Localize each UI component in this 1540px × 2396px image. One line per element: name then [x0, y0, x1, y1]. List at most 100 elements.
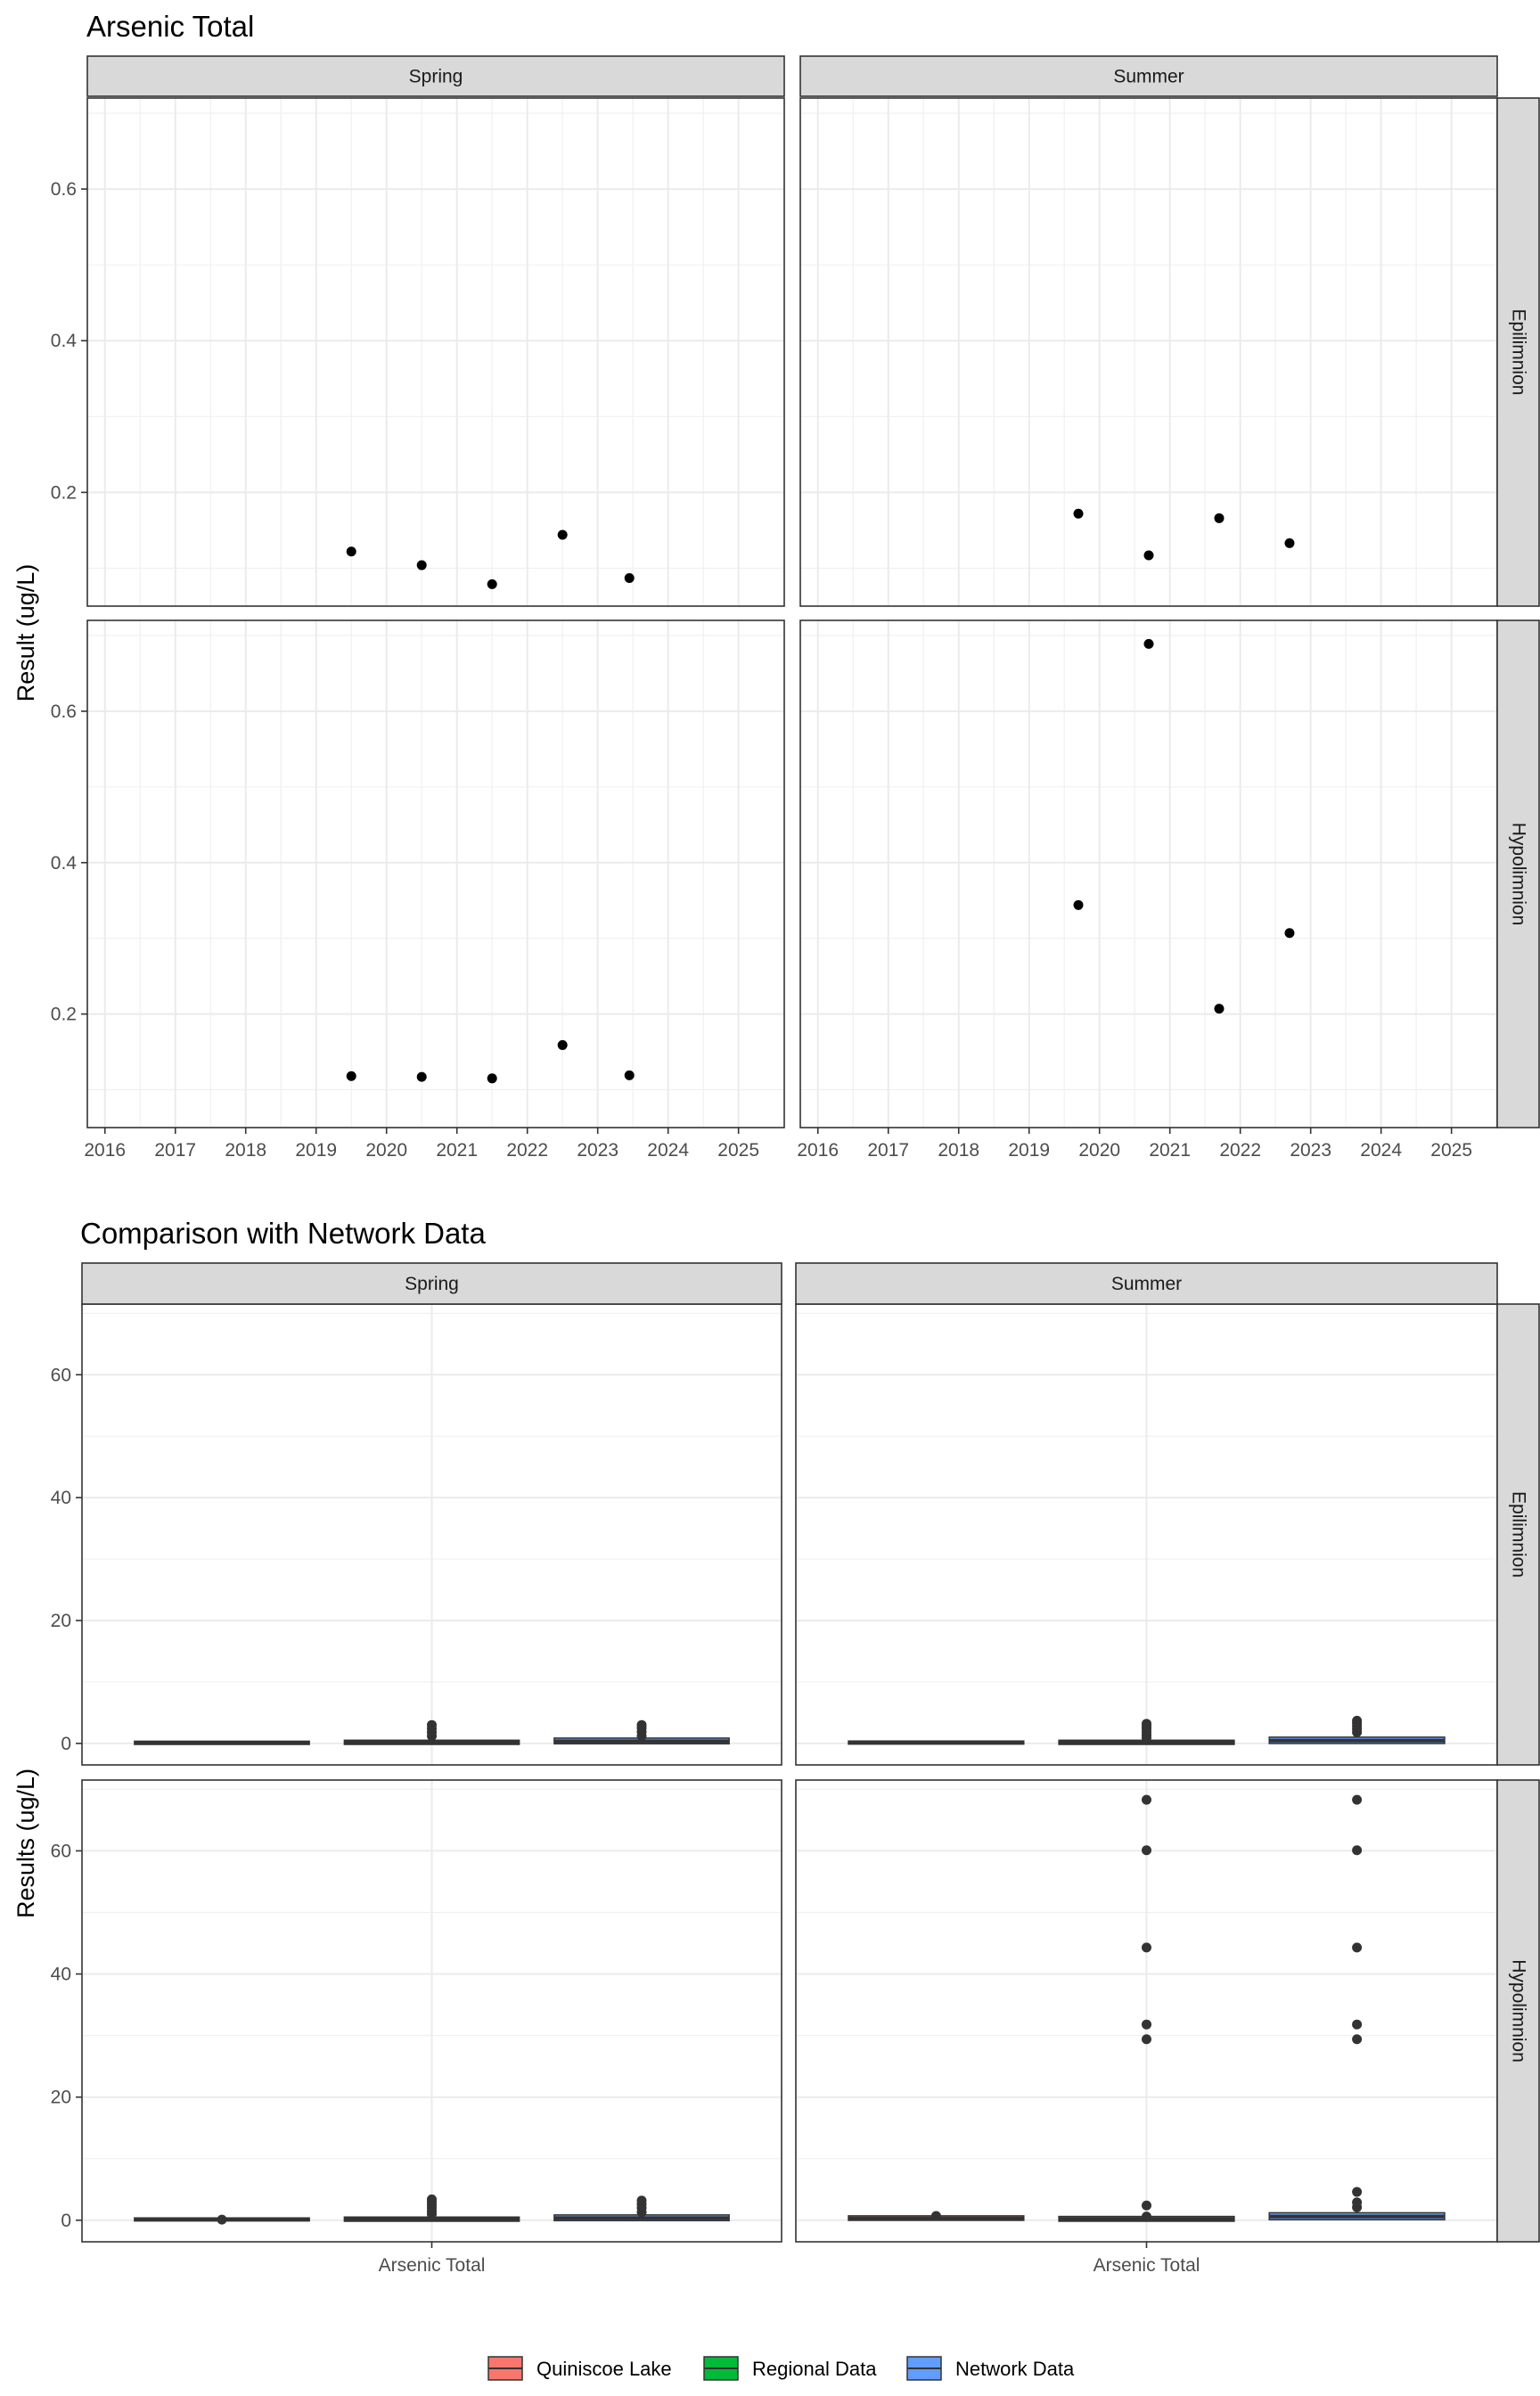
- legend-item-network-data: Network Data: [906, 2356, 1075, 2381]
- legend-item-regional-data: Regional Data: [703, 2356, 877, 2381]
- y-tick-label: 40: [51, 1488, 71, 1508]
- y-tick-label: 20: [51, 2088, 71, 2108]
- strip-label-spring: Spring: [405, 1274, 459, 1294]
- box-regional-data: [1058, 1719, 1235, 1745]
- panel-background: [87, 98, 784, 606]
- data-point: [624, 1070, 635, 1080]
- box-network-data: [553, 2195, 730, 2222]
- legend-label: Quiniscoe Lake: [537, 2358, 672, 2380]
- data-point: [1214, 513, 1225, 523]
- panel-spring-epilimnion: [81, 1303, 782, 1766]
- x-tick-label: 2025: [717, 1140, 759, 1161]
- data-point: [1284, 928, 1295, 939]
- x-tick-label: 2022: [506, 1140, 548, 1161]
- strip-epilimnion: [1496, 97, 1540, 607]
- y-axis-label-result: Result (ug/L): [12, 564, 39, 702]
- box-quiniscoe-lake: [848, 2211, 1025, 2221]
- panel-background: [800, 620, 1497, 1128]
- data-point: [346, 1071, 356, 1081]
- x-tick-label: 2020: [365, 1140, 407, 1161]
- strip-label-summer: Summer: [1111, 1274, 1182, 1294]
- legend-label: Regional Data: [752, 2358, 877, 2380]
- x-tick-label: 2016: [797, 1140, 839, 1161]
- data-point: [624, 573, 635, 584]
- chart-title-arsenic-total: Arsenic Total: [86, 10, 254, 43]
- strip-epilimnion: [1496, 1303, 1540, 1766]
- outlier-point: [1352, 1715, 1363, 1726]
- outlier-point: [1352, 1794, 1363, 1805]
- strip-spring: [81, 1262, 782, 1305]
- x-tick-label: 2016: [84, 1140, 126, 1161]
- y-tick-label: 40: [51, 1965, 71, 1985]
- box-regional-data: [343, 1719, 520, 1745]
- data-point: [1143, 638, 1154, 649]
- box-quiniscoe-lake: [134, 2214, 310, 2225]
- outlier-point: [1352, 2034, 1363, 2045]
- outlier-point: [636, 1719, 647, 1730]
- strip-label-epilimnion: Epilimnion: [1509, 309, 1529, 396]
- outlier-point: [217, 2214, 227, 2225]
- outlier-point: [1352, 1845, 1363, 1856]
- boxplot-figure: Spring Summer Epilimnion Hypolimnion 0 20 40 60…: [51, 1262, 1540, 2276]
- box-network-data: [1268, 1794, 1446, 2221]
- x-tick-label: 2023: [577, 1140, 618, 1161]
- strip-hypolimnion: [1496, 1779, 1540, 2243]
- x-tick-label: 2019: [1008, 1140, 1050, 1161]
- x-tick-label: 2020: [1078, 1140, 1120, 1161]
- panel-summer-epilimnion: [799, 97, 1498, 607]
- outlier-point: [1142, 1845, 1151, 1856]
- x-tick-label: 2021: [436, 1140, 478, 1161]
- data-point: [416, 1071, 427, 1082]
- x-tick-label: 2022: [1219, 1140, 1261, 1161]
- outlier-point: [1142, 1719, 1151, 1729]
- strip-label-epilimnion: Epilimnion: [1509, 1491, 1529, 1578]
- strip-label-summer: Summer: [1113, 67, 1184, 87]
- y-tick-label: 0: [61, 1734, 71, 1754]
- strip-hypolimnion: [1496, 620, 1540, 1128]
- strip-summer: [799, 55, 1498, 97]
- panel-background: [87, 620, 784, 1128]
- data-point: [487, 578, 497, 589]
- panel-summer-hypolimnion: [799, 620, 1498, 1128]
- legend-item-quiniscoe-lake: Quiniscoe Lake: [487, 2356, 672, 2381]
- x-tick-label: Arsenic Total: [1094, 2255, 1200, 2276]
- outlier-point: [427, 2194, 437, 2204]
- data-point: [1073, 899, 1084, 910]
- legend-label: Network Data: [955, 2358, 1075, 2380]
- panel-spring-hypolimnion: [86, 620, 785, 1128]
- outlier-point: [930, 2211, 941, 2221]
- panel-summer-epilimnion: [795, 1303, 1498, 1766]
- y-axis-label-results: Results (ug/L): [12, 1768, 39, 1918]
- box-quiniscoe-lake: [848, 1740, 1025, 1745]
- outlier-point: [1142, 2034, 1151, 2045]
- x-tick-label: Arsenic Total: [379, 2255, 486, 2276]
- x-tick-label: 2017: [154, 1140, 196, 1161]
- outlier-point: [1142, 2200, 1151, 2211]
- panel-spring-epilimnion: [86, 97, 785, 607]
- x-tick-label: 2019: [295, 1140, 337, 1161]
- panel-spring-hypolimnion: [81, 1779, 782, 2243]
- x-tick-label: 2024: [1360, 1140, 1402, 1161]
- x-tick-label: 2017: [867, 1140, 909, 1161]
- data-point: [1073, 508, 1084, 519]
- data-point: [1143, 550, 1154, 561]
- outlier-point: [1352, 2197, 1363, 2208]
- outlier-point: [1352, 2019, 1363, 2030]
- y-tick-label: 0.2: [51, 1005, 77, 1025]
- panel-background: [800, 98, 1497, 606]
- data-point: [416, 560, 427, 570]
- outlier-point: [1142, 1942, 1151, 1953]
- outlier-point: [1352, 1942, 1363, 1953]
- outlier-point: [1142, 2019, 1151, 2030]
- y-tick-label: 0.6: [51, 179, 77, 200]
- legend: Quiniscoe Lake Regional Data Network Data: [487, 2356, 1075, 2381]
- data-point: [1284, 537, 1295, 548]
- data-point: [487, 1073, 497, 1084]
- data-point: [346, 546, 356, 557]
- data-point: [557, 529, 568, 540]
- x-tick-label: 2021: [1149, 1140, 1191, 1161]
- outlier-point: [1352, 2187, 1363, 2197]
- y-tick-label: 0.4: [51, 853, 78, 874]
- x-tick-label: 2024: [647, 1140, 689, 1161]
